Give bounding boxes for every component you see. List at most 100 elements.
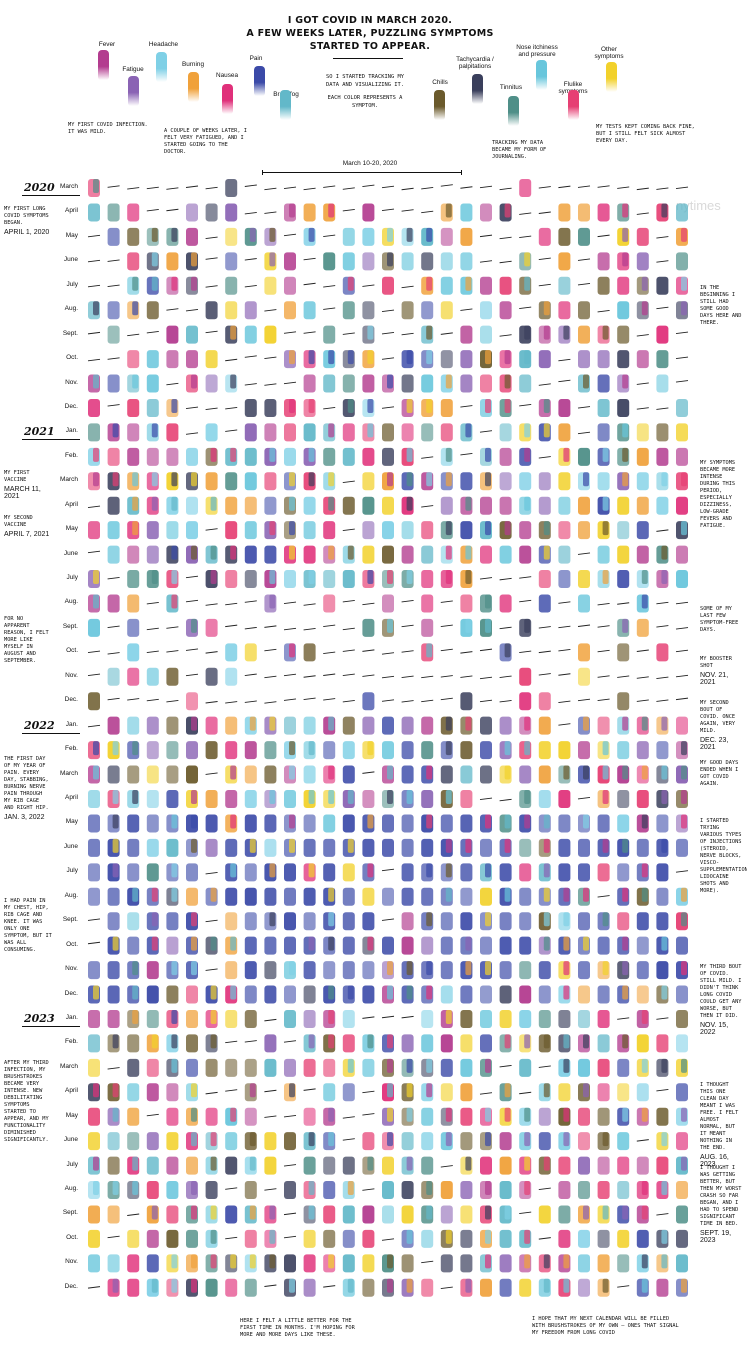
day-symptom-mark [132, 985, 139, 1000]
day-symptom-mark [538, 1009, 551, 1028]
day-symptom-mark [362, 692, 375, 711]
day-symptom-mark [171, 1009, 178, 1024]
day-symptom-mark [127, 203, 140, 222]
highlight-range-bracket [262, 170, 462, 175]
symptom-free-day-mark [146, 602, 159, 605]
day-symptom-mark [538, 765, 551, 784]
day-symptom-mark [460, 1205, 473, 1224]
day-symptom-mark [636, 252, 649, 271]
day-symptom-mark [244, 1278, 257, 1297]
day-symptom-mark [244, 1107, 257, 1126]
day-symptom-mark [367, 423, 374, 438]
day-symptom-mark [88, 1058, 100, 1077]
day-symptom-mark [284, 1254, 296, 1273]
day-symptom-mark [558, 1229, 571, 1248]
day-symptom-mark [519, 179, 532, 197]
symptom-free-day-mark [342, 208, 355, 212]
day-symptom-mark [93, 741, 99, 756]
day-symptom-mark [622, 252, 629, 267]
day-symptom-mark [485, 1254, 491, 1269]
day-symptom-mark [524, 814, 531, 829]
day-symptom-mark [519, 472, 532, 491]
symptom-free-day-mark [362, 1188, 375, 1191]
day-symptom-mark [191, 1254, 197, 1269]
day-symptom-mark [676, 1205, 688, 1224]
annotation-text: My first vaccine [4, 470, 30, 483]
day-symptom-mark [171, 594, 178, 609]
day-symptom-mark [127, 423, 140, 442]
symptom-free-day-mark [597, 185, 610, 188]
day-symptom-mark [347, 838, 354, 853]
day-symptom-mark [622, 203, 629, 218]
day-symptom-mark [367, 1034, 374, 1049]
day-symptom-mark [597, 1034, 610, 1053]
day-symptom-mark [93, 594, 99, 609]
day-symptom-mark [225, 1132, 238, 1151]
annotation-text: My tests kept coming back fine, but I st… [596, 124, 695, 144]
day-symptom-mark [602, 912, 609, 927]
day-symptom-mark [264, 325, 277, 344]
day-symptom-mark [578, 912, 590, 931]
day-symptom-mark [387, 618, 393, 633]
symptom-free-day-mark [479, 577, 493, 580]
month-label: Sept. [62, 1209, 78, 1217]
day-symptom-mark [676, 838, 688, 857]
day-symptom-mark [289, 350, 295, 365]
symptom-free-day-mark [283, 1235, 297, 1239]
day-symptom-mark [269, 1205, 276, 1220]
day-symptom-mark [107, 985, 120, 1004]
day-symptom-mark [499, 276, 512, 295]
day-symptom-mark [460, 814, 473, 833]
symptom-free-day-mark [244, 184, 257, 187]
day-symptom-mark [171, 863, 178, 878]
annotation-text: My booster shot [700, 656, 732, 669]
day-symptom-mark [186, 985, 198, 1004]
day-symptom-mark [166, 1132, 179, 1151]
day-symptom-mark [387, 1278, 393, 1293]
day-symptom-mark [681, 1107, 687, 1122]
symptom-free-day-mark [577, 258, 591, 261]
day-symptom-mark [563, 887, 570, 902]
day-symptom-mark [362, 716, 375, 735]
symptom-free-day-mark [205, 407, 218, 411]
day-symptom-mark [597, 398, 610, 417]
day-symptom-mark [230, 985, 237, 1000]
day-symptom-mark [617, 1254, 630, 1273]
annotation-text: Here I felt a little better for the firs… [240, 1318, 355, 1338]
day-symptom-mark [191, 716, 197, 731]
day-symptom-mark [127, 838, 140, 857]
symptom-free-day-mark [656, 1213, 669, 1216]
day-symptom-mark [519, 1009, 532, 1028]
day-symptom-mark [524, 350, 531, 365]
symptom-free-day-mark [656, 407, 669, 410]
day-symptom-mark [308, 741, 315, 756]
day-symptom-mark [382, 814, 394, 833]
day-symptom-mark [284, 423, 296, 442]
day-symptom-mark [205, 374, 218, 393]
day-symptom-mark [303, 1009, 316, 1028]
day-symptom-mark [504, 1107, 511, 1122]
day-symptom-mark [421, 1107, 434, 1126]
symptom-free-day-mark [283, 698, 297, 701]
day-symptom-mark [112, 1107, 119, 1122]
symptom-free-day-mark [362, 674, 375, 677]
day-symptom-mark [107, 447, 120, 466]
day-symptom-mark [406, 1083, 413, 1098]
day-symptom-mark [641, 1107, 648, 1122]
annotation-date: Aug. 16, 2023 [700, 1154, 729, 1168]
symptom-free-day-mark [519, 404, 532, 407]
symptom-free-day-mark [323, 651, 336, 655]
day-symptom-mark [289, 765, 295, 780]
day-symptom-mark [264, 838, 277, 857]
day-symptom-mark [249, 1132, 256, 1147]
month-label: Dec. [64, 696, 78, 704]
day-symptom-mark [617, 276, 630, 295]
day-symptom-mark [191, 790, 197, 804]
annotation-text: My third bout of Covid. Still mild. I di… [700, 964, 742, 1019]
day-symptom-mark [146, 301, 159, 320]
day-symptom-mark [289, 521, 295, 536]
symptom-free-day-mark [597, 675, 610, 678]
day-symptom-mark [641, 301, 648, 316]
legend-label-chills: Chills [432, 79, 448, 86]
symptom-free-day-mark [264, 625, 277, 628]
